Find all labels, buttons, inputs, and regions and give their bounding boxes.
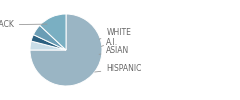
Wedge shape	[33, 25, 66, 50]
Text: WHITE: WHITE	[99, 28, 131, 39]
Wedge shape	[31, 35, 66, 50]
Text: ASIAN: ASIAN	[99, 46, 130, 55]
Text: HISPANIC: HISPANIC	[95, 64, 142, 73]
Wedge shape	[40, 14, 66, 50]
Wedge shape	[30, 14, 102, 86]
Text: A.I.: A.I.	[101, 38, 119, 47]
Wedge shape	[30, 41, 66, 50]
Text: BLACK: BLACK	[0, 20, 47, 29]
